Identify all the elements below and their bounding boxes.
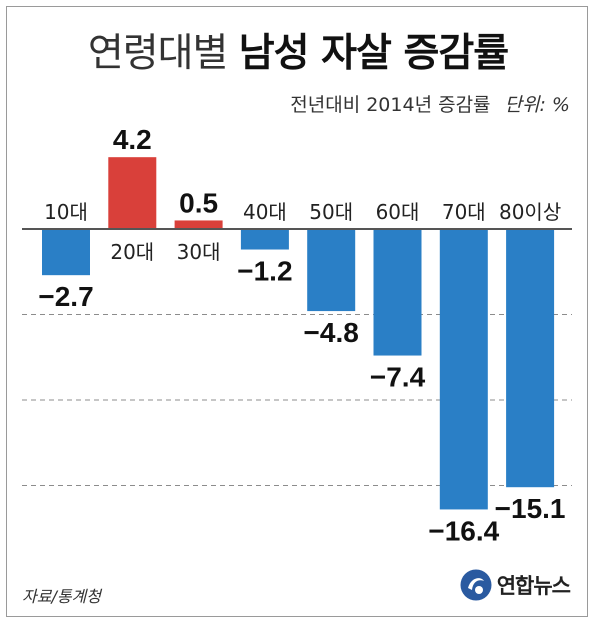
logo-text: 연합뉴스 [496,574,571,598]
bar [42,229,90,276]
category-label: 40대 [243,200,287,224]
chart-title: 연령대별 남성 자살 증감률 [0,22,596,78]
bar [373,229,422,356]
subtitle-text: 전년대비 2014년 증감률 [290,94,491,116]
category-label: 20대 [110,240,154,264]
bar [307,229,356,312]
bar [439,229,488,510]
value-label: −16.4 [428,515,499,546]
value-label: −2.7 [38,281,93,312]
chart-frame [6,6,588,617]
value-label: −4.8 [304,317,359,348]
unit-label: 단위: % [504,94,570,116]
category-label: 70대 [442,200,486,224]
category-label: 10대 [44,200,88,224]
category-label: 60대 [376,200,420,224]
category-label: 50대 [309,200,353,224]
yonhap-logo-icon [460,569,492,601]
title-main: 남성 자살 증감률 [238,31,509,76]
value-label: −15.1 [495,493,566,524]
value-label: −7.4 [370,362,426,393]
value-label: 0.5 [179,187,218,218]
chart-subtitle: 전년대비 2014년 증감률 단위: % [290,90,570,117]
bar [174,220,223,229]
bar [506,229,555,488]
value-label: 4.2 [113,124,152,155]
value-label: −1.2 [237,256,292,287]
bar [108,157,157,229]
yonhap-logo: 연합뉴스 [459,568,571,602]
category-label: 30대 [177,240,221,264]
bar [240,229,289,250]
source-note: 자료/통계청 [22,587,101,606]
category-label: 80이상 [499,200,561,224]
title-prefix: 연령대별 [87,31,229,76]
